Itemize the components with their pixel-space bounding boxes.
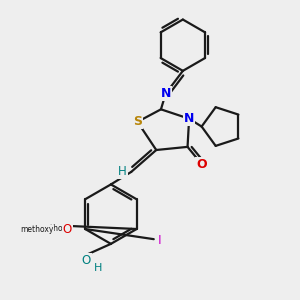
Text: N: N — [184, 112, 194, 125]
Text: H: H — [94, 263, 103, 273]
Text: O: O — [62, 223, 72, 236]
Text: I: I — [158, 234, 162, 247]
Text: N: N — [160, 87, 171, 100]
Text: H: H — [118, 165, 127, 178]
Text: O: O — [82, 254, 91, 267]
Text: methoxy: methoxy — [20, 225, 54, 234]
Text: methoxy: methoxy — [38, 224, 71, 233]
Text: O: O — [196, 158, 207, 171]
Text: methoxy: methoxy — [54, 229, 60, 230]
Text: O: O — [62, 222, 72, 235]
Text: S: S — [133, 115, 142, 128]
